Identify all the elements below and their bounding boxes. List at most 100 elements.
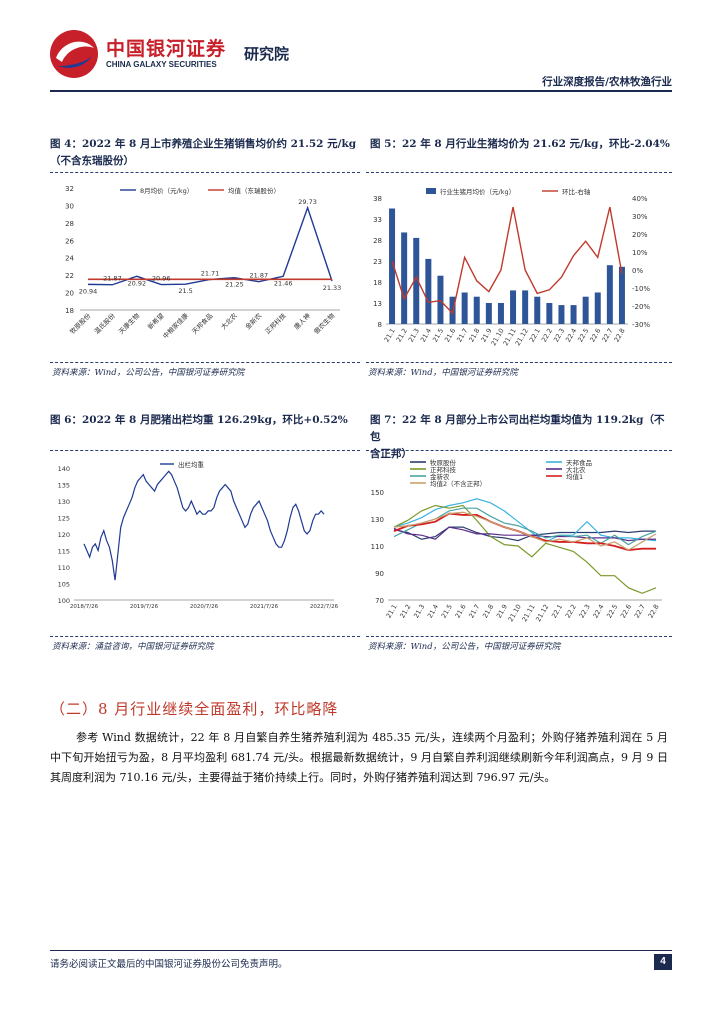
fig6-ytick: 130 bbox=[58, 498, 70, 506]
fig4-data-label: 20.94 bbox=[79, 287, 98, 295]
fig6-ytick: 125 bbox=[58, 515, 70, 523]
fig7-ytick: 110 bbox=[371, 543, 384, 551]
fig5-xtick: 21.6 bbox=[443, 327, 457, 344]
fig6-chart: 100 105 110 115 120 125 130 135 140 2018/7/26 2019… bbox=[58, 460, 339, 610]
fig5-ytick: 13 bbox=[373, 300, 382, 308]
fig5-xtick: 21.4 bbox=[419, 327, 433, 344]
fig4-xtick: 金新农 bbox=[243, 311, 264, 332]
fig5-top-rule bbox=[366, 172, 672, 173]
fig5-bar bbox=[401, 232, 408, 324]
section-heading: （二）8 月行业继续全面盈利，环比略降 bbox=[50, 700, 339, 718]
fig7-legend-label: 均值2（不含正邦） bbox=[430, 479, 486, 488]
fig4-xtick: 天邦食品 bbox=[190, 311, 215, 336]
fig7-xtick: 22.2 bbox=[564, 603, 578, 620]
footer-rule bbox=[50, 950, 672, 951]
fig5-y2tick: 20% bbox=[632, 231, 648, 239]
fig5-xtick: 22.2 bbox=[540, 327, 554, 344]
logo-en: CHINA GALAXY SECURITIES bbox=[106, 60, 217, 69]
section-paragraph: 参考 Wind 数据统计，22 年 8 月自繁自养生猪养殖利润为 485.35 … bbox=[50, 731, 668, 784]
fig5-title: 图 5：22 年 8 月行业生猪均价为 21.62 元/kg，环比-2.04% bbox=[370, 138, 670, 150]
fig5-ytick: 8 bbox=[378, 321, 382, 329]
fig4-ytick: 28 bbox=[65, 220, 74, 228]
fig5-y2tick: -20% bbox=[632, 303, 650, 311]
fig5-xtick: 22.8 bbox=[613, 327, 627, 344]
fig7-series-line bbox=[393, 504, 657, 594]
fig5-xtick: 22.3 bbox=[552, 327, 566, 344]
fig5-bar bbox=[546, 303, 553, 324]
fig5-legend-label: 行业生猪月均价（元/kg） bbox=[440, 187, 515, 196]
fig5-xtick: 22.7 bbox=[600, 327, 614, 344]
fig5-xtick: 21.2 bbox=[395, 327, 409, 344]
fig5-bar bbox=[485, 303, 492, 324]
page-number: 4 bbox=[654, 954, 672, 970]
fig5-xtick: 21.1 bbox=[383, 327, 397, 344]
footer-disclaimer: 请务必阅读正文最后的中国银河证券股份公司免责声明。 bbox=[50, 959, 288, 970]
fig4-xtick: 中粮家佳康 bbox=[161, 311, 191, 341]
fig7-legend-label: 大北农 bbox=[566, 465, 586, 474]
fig7-xtick: 22.5 bbox=[605, 603, 619, 620]
fig7-xtick: 21.4 bbox=[426, 603, 440, 620]
fig5-ytick: 23 bbox=[373, 258, 382, 266]
institute-label: 研究院 bbox=[244, 46, 290, 63]
fig7-xtick: 21.5 bbox=[440, 603, 454, 620]
fig4-data-label: 21.71 bbox=[201, 270, 220, 278]
fig4-xtick: 大北农 bbox=[219, 311, 240, 332]
fig5-xtick: 21.5 bbox=[431, 327, 445, 344]
fig7-legend-label: 天邦食品 bbox=[566, 458, 592, 467]
report-type: 行业深度报告/农林牧渔行业 bbox=[542, 76, 672, 88]
fig5-xtick: 22.4 bbox=[564, 327, 578, 344]
fig7-ytick: 70 bbox=[375, 597, 384, 605]
fig5-source: 资料来源：Wind，中国银河证券研究院 bbox=[368, 368, 518, 378]
fig7-xtick: 21.3 bbox=[412, 603, 426, 620]
fig6-legend-label: 出栏均重 bbox=[178, 460, 205, 469]
fig5-ytick: 18 bbox=[373, 279, 382, 287]
fig5-xtick: 22.1 bbox=[528, 327, 542, 344]
fig5-bar bbox=[558, 305, 565, 324]
fig4-data-label: 21.33 bbox=[323, 284, 342, 292]
fig5-y2tick: -10% bbox=[632, 285, 650, 293]
fig4-data-label: 29.73 bbox=[298, 198, 317, 206]
fig7-xtick: 22.6 bbox=[619, 603, 633, 620]
fig7-ytick: 150 bbox=[371, 489, 384, 497]
fig5-legend-label: 环比-右轴 bbox=[562, 187, 591, 196]
fig4-ytick: 22 bbox=[65, 272, 74, 280]
fig4-data-label: 20.92 bbox=[127, 279, 146, 287]
fig5-chart: 8 13 18 23 28 33 38 -30% -20% -10% 0% 10% 20% 30% 40% 2… bbox=[373, 187, 650, 347]
fig7-legend-label: 金新农 bbox=[430, 472, 450, 481]
fig7-legend-label: 牧原股份 bbox=[430, 458, 457, 467]
fig6-ytick: 105 bbox=[58, 581, 70, 589]
fig7-ytick: 130 bbox=[371, 516, 384, 524]
fig5-bar bbox=[425, 258, 432, 324]
fig4-xtick: 天康生物 bbox=[116, 311, 141, 336]
fig5-xtick: 21.8 bbox=[467, 327, 481, 344]
fig6-ytick: 140 bbox=[58, 465, 70, 473]
galaxy-logo-icon bbox=[50, 30, 98, 78]
fig4-source: 资料来源：Wind，公司公告，中国银河证券研究院 bbox=[52, 368, 245, 378]
fig7-xtick: 22.1 bbox=[550, 603, 564, 620]
fig5-y2tick: 10% bbox=[632, 249, 648, 257]
fig5-bar bbox=[413, 237, 420, 324]
fig5-bar bbox=[461, 292, 468, 324]
fig7-legend-label: 正邦科技 bbox=[430, 465, 457, 474]
fig5-bar bbox=[437, 275, 444, 324]
fig6-xtick: 2020/7/26 bbox=[190, 604, 219, 610]
header-rule bbox=[50, 90, 672, 92]
logo-cn: 中国银河证券 bbox=[106, 39, 227, 60]
fig4-ytick: 26 bbox=[65, 237, 74, 245]
fig5-bar bbox=[594, 292, 601, 324]
fig4-data-label: 21.87 bbox=[249, 272, 268, 280]
fig7-xtick: 21.12 bbox=[534, 603, 550, 623]
fig7-xtick: 21.7 bbox=[467, 603, 481, 620]
fig6-series-line bbox=[83, 470, 325, 581]
fig5-bar bbox=[582, 296, 589, 324]
fig5-bottom-rule bbox=[366, 362, 672, 363]
fig7-series-line bbox=[393, 511, 657, 551]
fig7-xtick: 21.8 bbox=[481, 603, 495, 620]
fig4-data-label: 21.87 bbox=[103, 275, 122, 283]
fig4-ytick: 18 bbox=[65, 307, 74, 315]
fig7-xtick: 22.7 bbox=[633, 603, 647, 620]
fig5-bar bbox=[570, 305, 577, 324]
fig5-bar bbox=[497, 303, 504, 324]
